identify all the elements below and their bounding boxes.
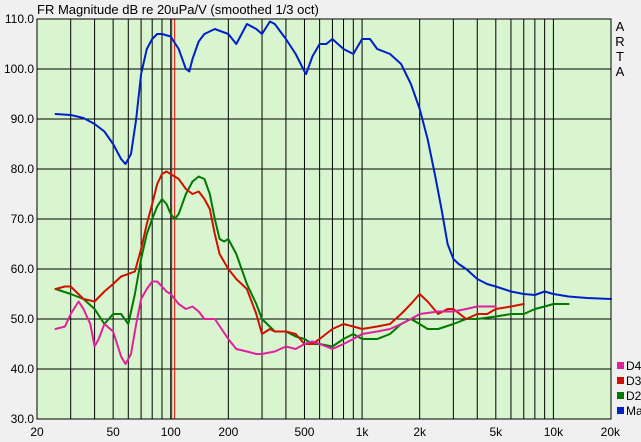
x-tick-label: 1k bbox=[356, 425, 370, 439]
x-tick-label: 500 bbox=[294, 425, 314, 439]
legend-label: D4 bbox=[626, 359, 641, 373]
y-tick-label: 110.0 bbox=[5, 12, 34, 26]
y-tick-label: 60.0 bbox=[11, 262, 35, 276]
x-tick-label: 100 bbox=[161, 425, 181, 439]
legend-swatch bbox=[617, 377, 624, 384]
legend-swatch bbox=[617, 392, 624, 399]
series-line-d3 bbox=[54, 170, 525, 345]
side-label-letter: T bbox=[616, 49, 624, 64]
series-lines bbox=[54, 20, 612, 365]
legend-swatch bbox=[617, 362, 624, 369]
y-tick-label: 30.0 bbox=[11, 412, 35, 426]
side-label-letter: A bbox=[616, 64, 625, 79]
y-tick-label: 100.0 bbox=[4, 62, 34, 76]
x-tick-label: 20 bbox=[30, 425, 44, 439]
y-tick-label: 50.0 bbox=[11, 312, 35, 326]
x-tick-label: 20k bbox=[601, 425, 621, 439]
x-tick-label: 50 bbox=[106, 425, 120, 439]
legend-label: Ma bbox=[626, 404, 641, 418]
side-label-letter: R bbox=[615, 34, 624, 49]
grid-lines bbox=[37, 19, 611, 419]
y-tick-label: 40.0 bbox=[11, 362, 35, 376]
y-axis-ticks: 30.0 40.0 50.0 60.0 70.0 80.0 90.0 100.0 110.0 bbox=[4, 12, 34, 426]
y-tick-label: 70.0 bbox=[11, 212, 35, 226]
x-tick-label: 2k bbox=[413, 425, 427, 439]
chart-title: FR Magnitude dB re 20uPa/V (smoothed 1/3… bbox=[37, 2, 319, 17]
series-line-ma bbox=[54, 20, 612, 300]
x-axis-ticks: 20 50 100 200 500 1k 2k 5k 10k 20k bbox=[30, 425, 621, 439]
legend-label: D3 bbox=[626, 374, 641, 388]
y-tick-label: 90.0 bbox=[11, 112, 35, 126]
y-tick-label: 80.0 bbox=[11, 162, 35, 176]
x-tick-label: 200 bbox=[218, 425, 238, 439]
series-line-d4 bbox=[54, 280, 497, 365]
series-line-d2 bbox=[54, 175, 570, 348]
x-tick-label: 10k bbox=[544, 425, 564, 439]
plot-frame bbox=[36, 18, 612, 420]
x-tick-label: 5k bbox=[489, 425, 503, 439]
side-label-letter: A bbox=[616, 19, 625, 34]
legend-swatch bbox=[617, 407, 624, 414]
legend-label: D2 bbox=[626, 389, 641, 403]
